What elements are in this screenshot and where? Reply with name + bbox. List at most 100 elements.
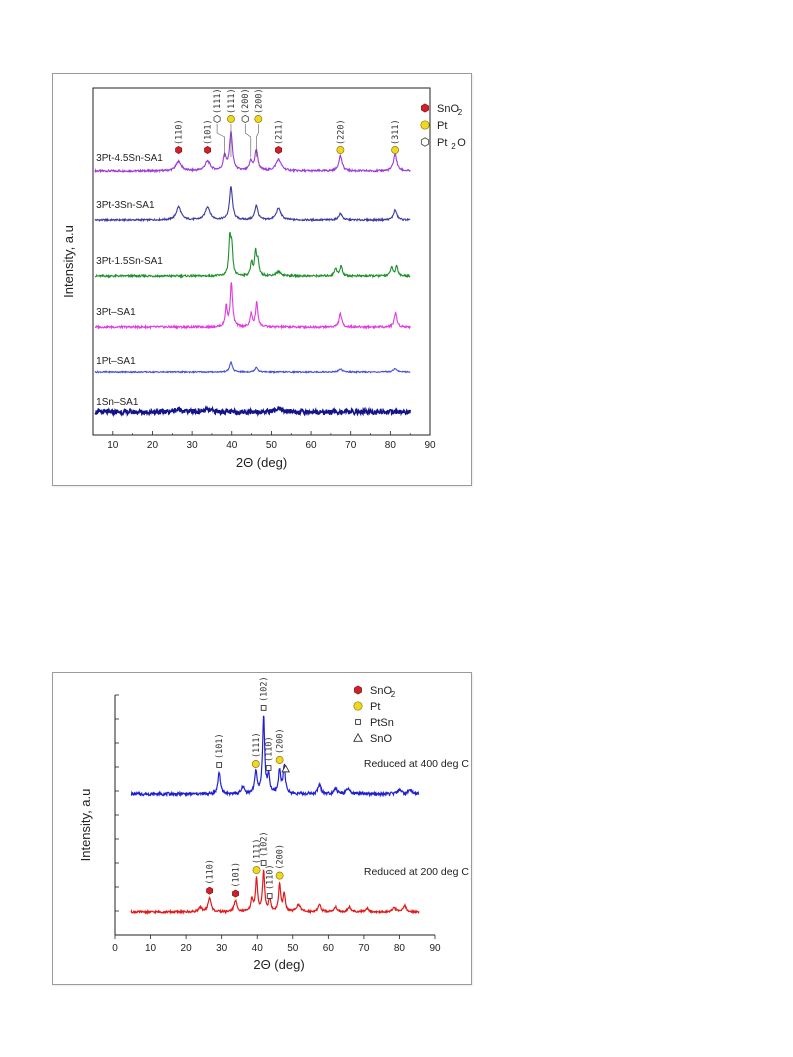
legend-subscript: 2	[458, 108, 463, 117]
hkl-label: (111)	[253, 839, 263, 865]
hkl-label: (110)	[175, 119, 185, 145]
series-label: 3Pt-4.5Sn-SA1	[96, 153, 163, 164]
series-label: 1Sn–SA1	[96, 397, 139, 408]
x-tick-label: 30	[187, 440, 199, 451]
hkl-label: (200)	[276, 728, 286, 754]
peak-marker	[275, 871, 284, 880]
peak-marker	[241, 114, 249, 124]
series-line	[130, 715, 420, 798]
hkl-label: (220)	[336, 119, 346, 145]
x-tick-label: 60	[323, 943, 335, 954]
y-axis-title: Intensity, a.u	[61, 225, 76, 298]
annotation-leader	[244, 124, 252, 157]
x-tick-label: 30	[216, 943, 228, 954]
legend-label: SnO	[370, 685, 392, 697]
series-line	[94, 405, 411, 418]
hkl-label: (200)	[276, 844, 286, 870]
x-tick-label: 60	[305, 440, 317, 451]
peak-marker	[281, 764, 291, 773]
hkl-label: (102)	[260, 831, 270, 857]
series-label: Reduced at 200 deg C	[364, 866, 469, 878]
x-tick-label: 80	[385, 440, 397, 451]
x-tick-label: 80	[394, 943, 406, 954]
legend-label: Pt	[437, 137, 447, 149]
x-tick-label: 40	[252, 943, 264, 954]
x-tick-label: 10	[107, 440, 119, 451]
x-axis-title: 2Θ (deg)	[253, 957, 304, 972]
y-axis-title: Intensity, a.u	[78, 789, 93, 862]
x-axis-title: 2Θ (deg)	[236, 455, 287, 470]
peak-marker	[227, 115, 235, 123]
legend-suffix: O	[457, 137, 466, 149]
peak-marker	[175, 146, 183, 154]
legend-marker	[420, 137, 430, 147]
peak-marker	[232, 889, 239, 898]
x-tick-label: 50	[266, 440, 278, 451]
peak-marker	[213, 114, 221, 124]
x-tick-label: 0	[112, 943, 118, 954]
series-line	[130, 869, 420, 916]
legend-subscript: 2	[391, 690, 396, 699]
legend-label: SnO	[370, 733, 392, 745]
legend-subscript: 2	[451, 142, 456, 151]
hkl-label: (200)	[241, 88, 251, 114]
xrd-plot-bottom: 0 10 20 30 40 50 60 70 80 90 2Θ (deg) Intensity, a.…	[78, 676, 469, 972]
peak-marker	[265, 765, 272, 771]
legend-marker	[355, 719, 361, 725]
annotation-leader	[216, 124, 225, 157]
series-line	[94, 231, 411, 279]
hkl-label: (111)	[213, 88, 223, 114]
legend-label: Pt	[437, 120, 447, 132]
series-label: 3Pt-1.5Sn-SA1	[96, 256, 163, 267]
xrd-chart-top: 10 20 30 40 50 60 70 80 90 2Θ (deg) Intensity, a.u…	[52, 73, 472, 486]
x-tick-label: 20	[147, 440, 159, 451]
peak-marker	[266, 893, 273, 899]
series-line	[94, 186, 411, 223]
peak-marker	[275, 146, 282, 154]
legend-marker	[354, 685, 362, 695]
xrd-chart-bottom: 0 10 20 30 40 50 60 70 80 90 2Θ (deg) Intensity, a.…	[52, 672, 472, 985]
peak-marker	[204, 146, 211, 154]
series-line	[94, 361, 411, 375]
x-tick-label: 40	[226, 440, 238, 451]
x-tick-label: 90	[424, 440, 436, 451]
hkl-label: (111)	[252, 732, 262, 758]
x-tick-label: 90	[429, 943, 441, 954]
hkl-label: (110)	[266, 864, 276, 890]
peak-marker	[252, 866, 261, 875]
legend-label: PtSn	[370, 717, 394, 729]
legend-marker	[353, 732, 363, 742]
peak-marker	[260, 705, 267, 711]
legend-marker	[421, 103, 429, 113]
series-line	[94, 130, 411, 174]
peak-marker	[336, 146, 345, 154]
series-label: 3Pt–SA1	[96, 307, 136, 318]
peak-marker	[206, 886, 213, 895]
hkl-label: (311)	[391, 119, 401, 145]
hkl-label: (110)	[206, 859, 216, 885]
peak-marker	[391, 146, 400, 154]
series-label: 1Pt–SA1	[96, 356, 136, 367]
plot-frame	[92, 87, 431, 436]
legend-marker	[353, 701, 363, 711]
peak-marker	[251, 760, 260, 768]
x-tick-label: 10	[145, 943, 157, 954]
series-label: 3Pt-3Sn-SA1	[96, 200, 155, 211]
peak-marker	[216, 762, 223, 768]
peak-marker	[254, 115, 263, 123]
x-tick-label: 70	[345, 440, 357, 451]
hkl-label: (111)	[227, 88, 237, 114]
series-label: Reduced at 400 deg C	[364, 758, 469, 770]
legend-marker	[420, 120, 430, 130]
legend-label: SnO	[437, 103, 459, 115]
x-tick-label: 50	[287, 943, 299, 954]
hkl-label: (102)	[260, 676, 270, 702]
legend-label: Pt	[370, 701, 380, 713]
series-line	[94, 282, 411, 331]
xrd-plot-top: 10 20 30 40 50 60 70 80 90 2Θ (deg) Intensity, a.u…	[61, 87, 466, 470]
peak-marker	[260, 860, 267, 866]
hkl-label: (211)	[275, 119, 285, 145]
hkl-label: (110)	[265, 736, 275, 762]
x-tick-label: 20	[181, 943, 193, 954]
hkl-label: (101)	[232, 862, 242, 888]
